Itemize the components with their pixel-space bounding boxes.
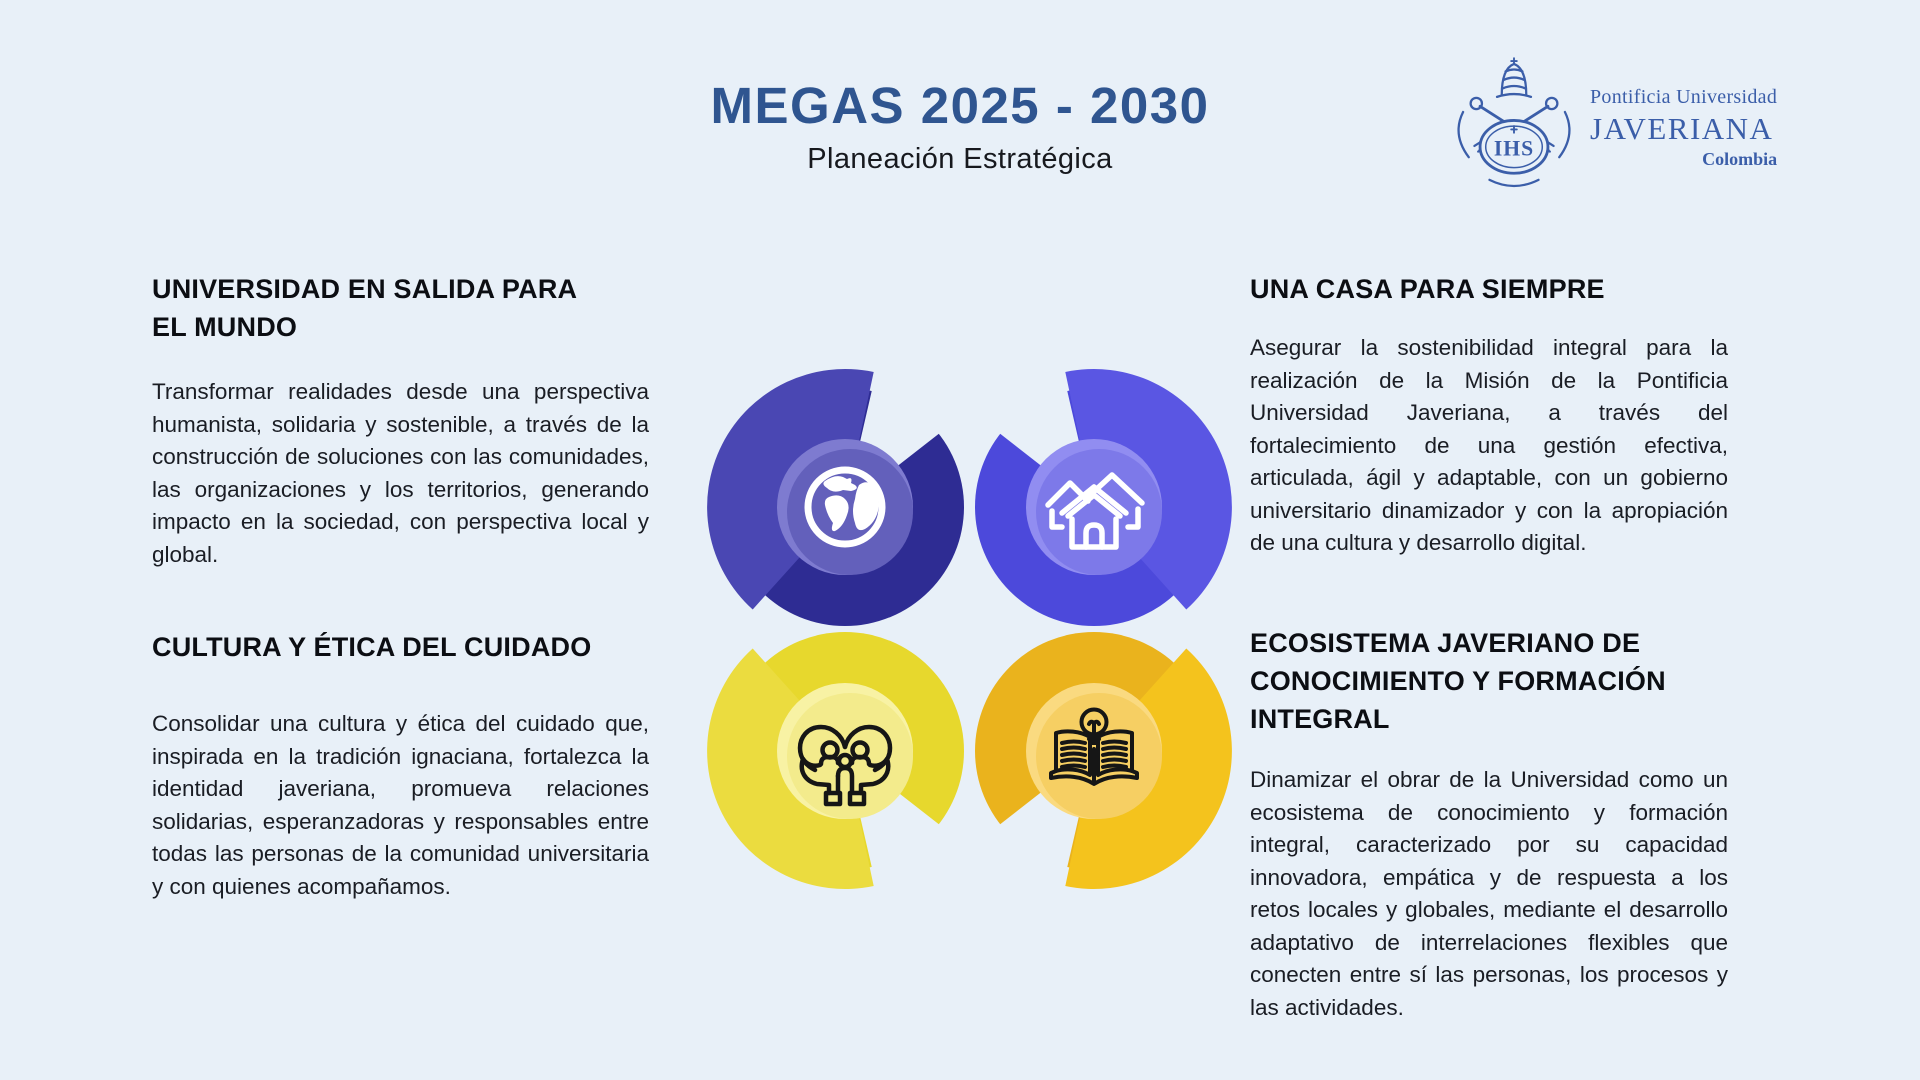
slide-header: MEGAS 2025 - 2030 Planeación Estratégica [0,76,1920,176]
section-body: Dinamizar el obrar de la Universidad com… [1250,767,1728,1020]
crest-monogram: IHS [1494,136,1534,160]
section-heading: CULTURA Y ÉTICA DEL CUIDADO [152,632,592,662]
logo-line-javeriana: JAVERIANA [1590,111,1774,146]
logo-line-pontificia: Pontificia Universidad [1590,86,1778,108]
house-icon [1045,472,1145,550]
section-heading: UNIVERSIDAD EN SALIDA PARA EL MUNDO [152,274,578,342]
page-title: MEGAS 2025 - 2030 [710,77,1210,134]
section-body: Consolidar una cultura y ética del cuida… [152,711,649,899]
section-una-casa-para-siempre: UNA CASA PARA SIEMPRE Asegurar la sosten… [1250,270,1728,560]
book-lightbulb-icon [1049,707,1139,786]
heart-family-icon [797,724,893,807]
section-cultura-y-etica: CULTURA Y ÉTICA DEL CUIDADO Consolidar u… [152,628,649,903]
section-heading: UNA CASA PARA SIEMPRE [1250,274,1605,304]
university-logo: IHS Pontificia Universidad JAVERIANA Col… [1448,54,1777,202]
page-subtitle: Planeación Estratégica [807,143,1113,175]
globe-icon [804,466,886,548]
inner-disc-universidad [777,439,913,575]
logo-line-colombia: Colombia [1702,149,1778,169]
university-logo-text: Pontificia Universidad JAVERIANA Colombi… [1590,86,1777,170]
section-body: Asegurar la sostenibilidad integral para… [1250,335,1728,555]
inner-disc-casa [1026,439,1162,575]
inner-disc-cultura [777,683,913,819]
circle-cultura-y-etica [707,632,964,889]
section-ecosistema-javeriano: ECOSISTEMA JAVERIANO DE CONOCIMIENTO Y F… [1250,624,1728,1024]
javeriana-crest-icon: IHS [1457,57,1571,188]
inner-disc-ecosistema [1026,683,1162,819]
section-universidad-en-salida: UNIVERSIDAD EN SALIDA PARA EL MUNDO Tran… [152,270,649,571]
section-heading: ECOSISTEMA JAVERIANO DE CONOCIMIENTO Y F… [1250,628,1666,734]
megas-diagram [707,369,1232,889]
section-body: Transformar realidades desde una perspec… [152,379,649,567]
